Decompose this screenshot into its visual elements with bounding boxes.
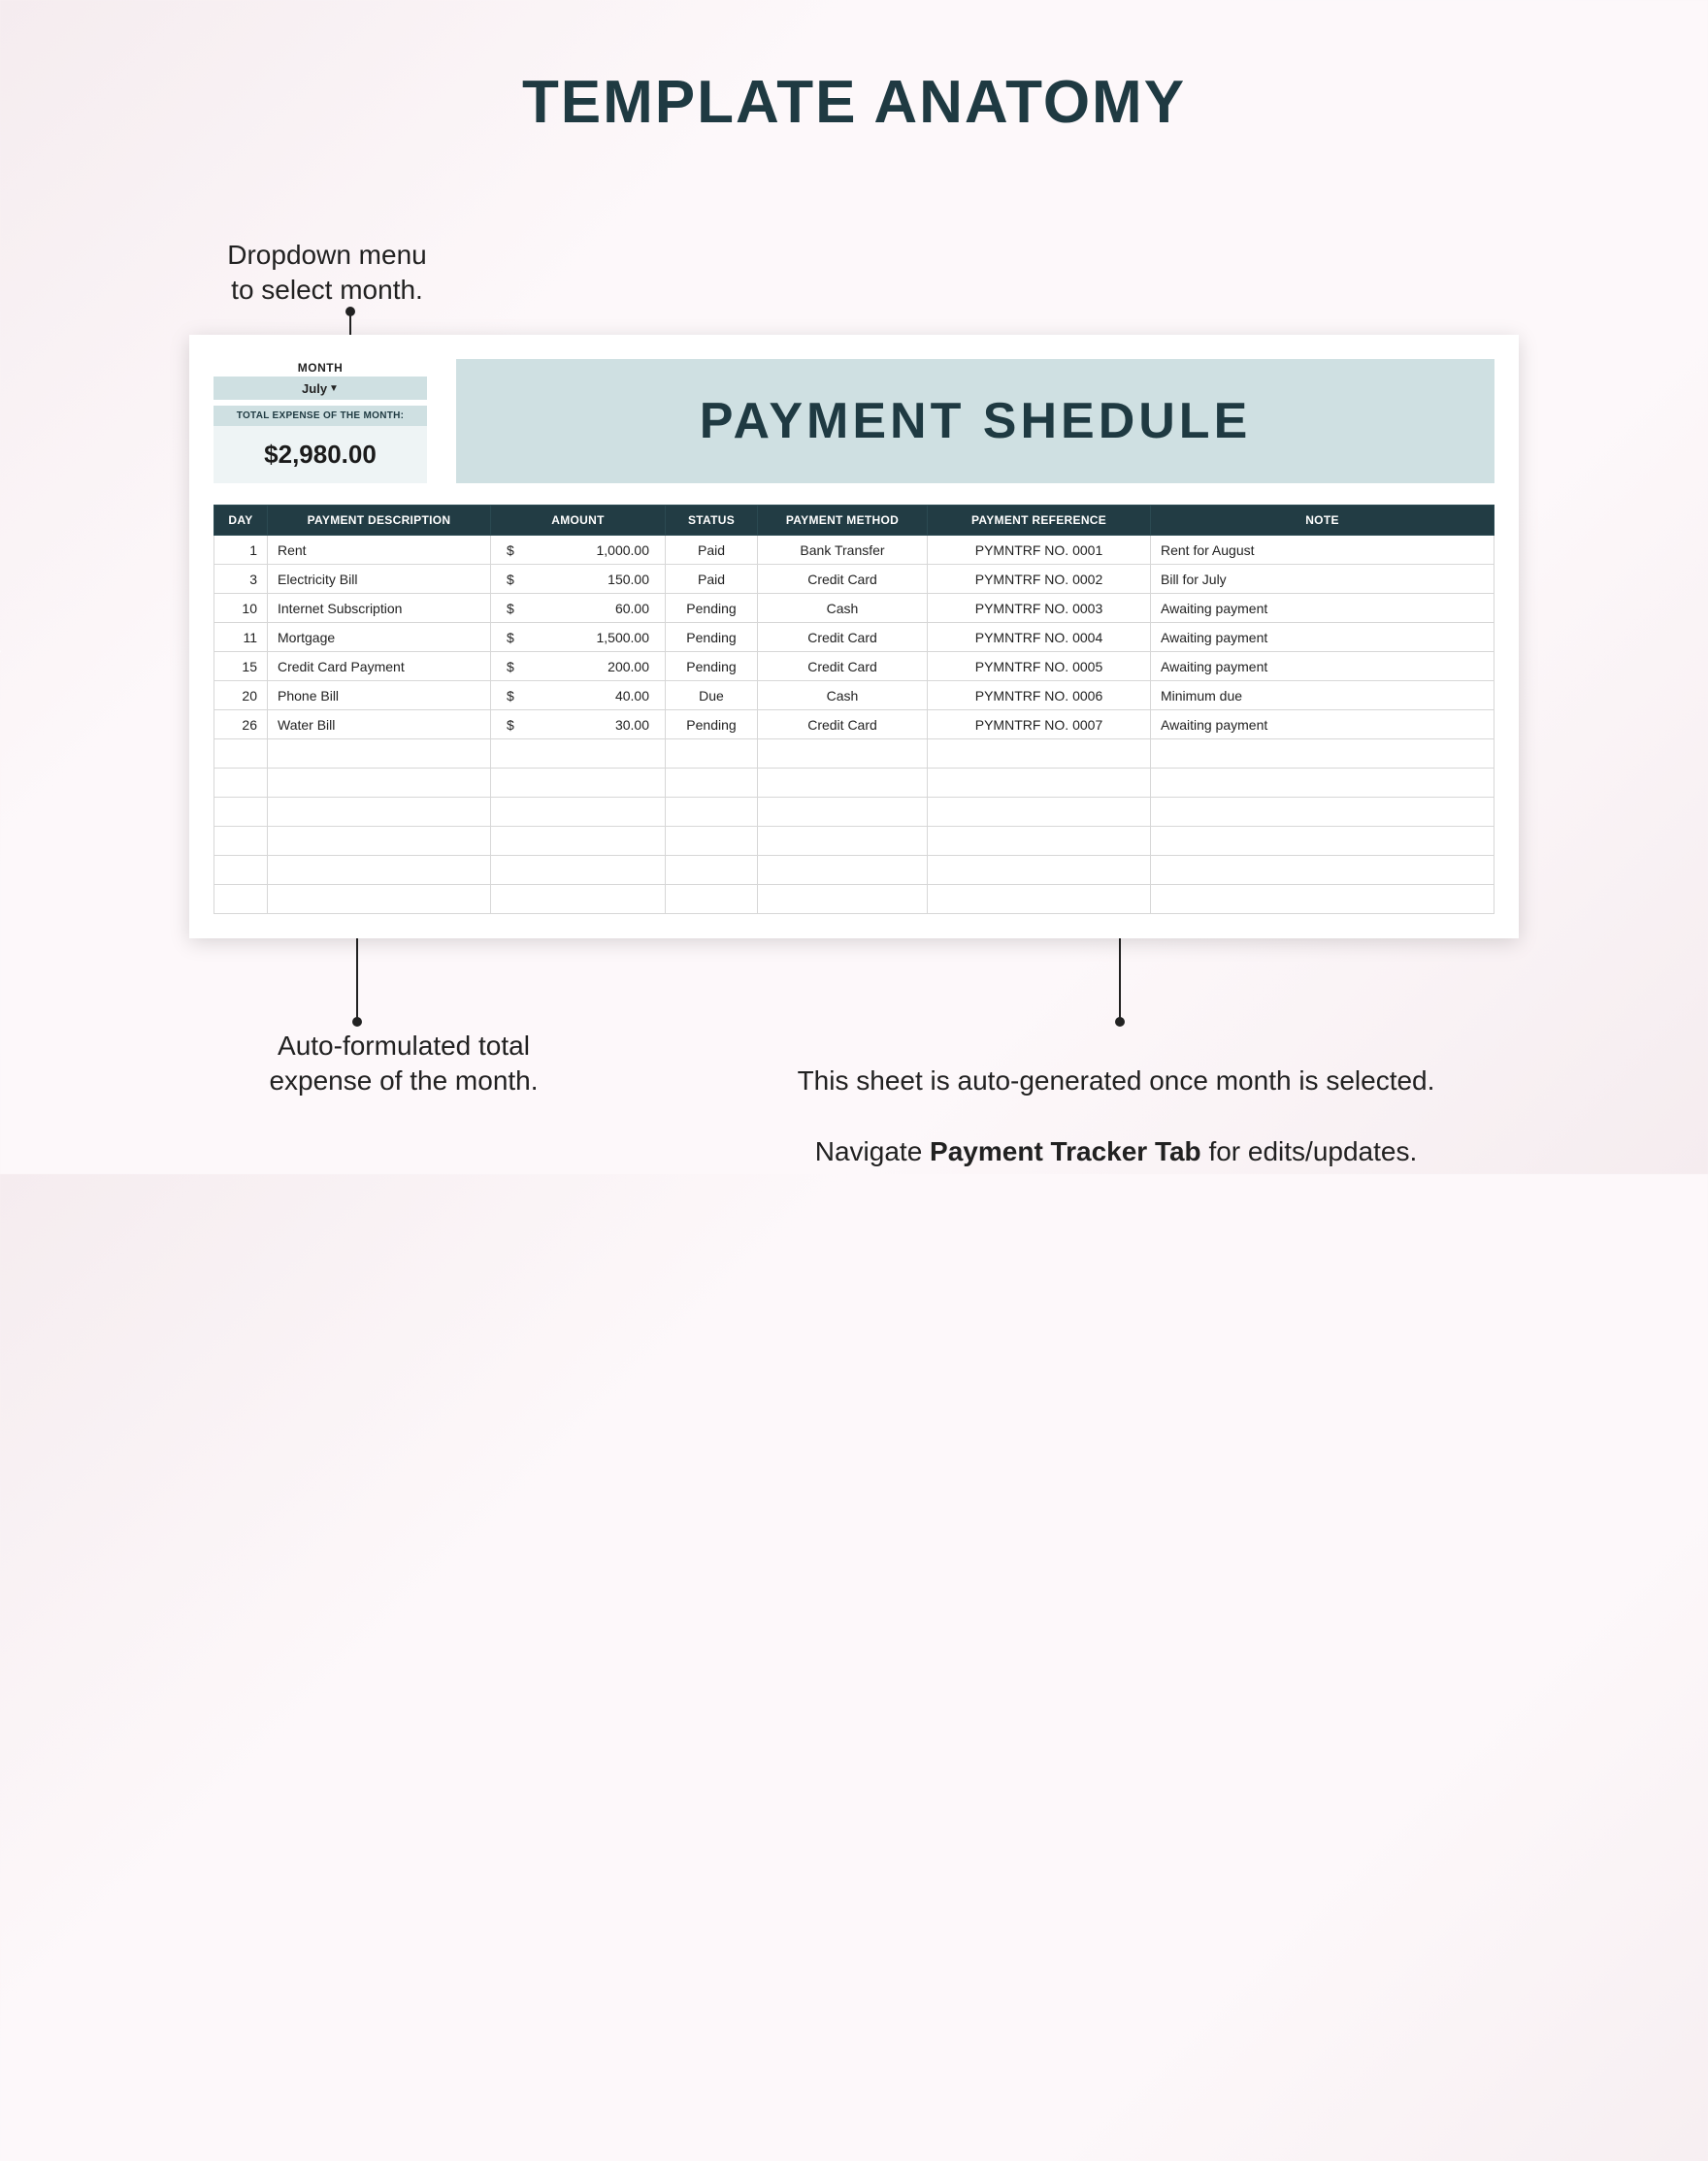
connector-dot — [352, 1017, 362, 1027]
callout-line1: This sheet is auto-generated once month … — [798, 1065, 1435, 1096]
cell-method[interactable]: Credit Card — [758, 652, 928, 681]
payment-table: DAY PAYMENT DESCRIPTION AMOUNT STATUS PA… — [214, 505, 1494, 914]
cell-method[interactable]: Bank Transfer — [758, 536, 928, 565]
table-row[interactable]: 20Phone Bill$40.00DueCashPYMNTRF NO. 000… — [214, 681, 1494, 710]
chevron-down-icon: ▼ — [329, 383, 339, 394]
cell-description[interactable]: Rent — [268, 536, 491, 565]
connector-dot — [1115, 1017, 1125, 1027]
callout-total: Auto-formulated total expense of the mon… — [200, 1029, 608, 1099]
cell-note[interactable]: Awaiting payment — [1151, 710, 1494, 739]
bg-diagonal — [0, 0, 79, 1191]
cell-reference[interactable]: PYMNTRF NO. 0005 — [928, 652, 1151, 681]
cell-reference[interactable]: PYMNTRF NO. 0003 — [928, 594, 1151, 623]
total-expense-value: $2,980.00 — [214, 426, 427, 483]
cell-day[interactable]: 26 — [214, 710, 268, 739]
cell-status[interactable]: Due — [666, 681, 758, 710]
spreadsheet-card: MONTH July ▼ TOTAL EXPENSE OF THE MONTH:… — [189, 335, 1519, 938]
bg-diagonal — [0, 0, 176, 1191]
bg-diagonal — [0, 650, 1, 2161]
table-row-empty[interactable] — [214, 827, 1494, 856]
col-note: NOTE — [1151, 506, 1494, 536]
callout-dropdown: Dropdown menu to select month. — [181, 238, 473, 309]
cell-status[interactable]: Pending — [666, 710, 758, 739]
callout-line2-bold: Payment Tracker Tab — [930, 1136, 1201, 1166]
cell-amount[interactable]: $60.00 — [491, 594, 666, 623]
cell-day[interactable]: 11 — [214, 623, 268, 652]
col-status: STATUS — [666, 506, 758, 536]
table-row-empty[interactable] — [214, 798, 1494, 827]
table-row[interactable]: 3Electricity Bill$150.00PaidCredit CardP… — [214, 565, 1494, 594]
cell-method[interactable]: Credit Card — [758, 710, 928, 739]
cell-status[interactable]: Paid — [666, 565, 758, 594]
cell-amount[interactable]: $200.00 — [491, 652, 666, 681]
table-row-empty[interactable] — [214, 885, 1494, 914]
cell-status[interactable]: Pending — [666, 623, 758, 652]
col-method: PAYMENT METHOD — [758, 506, 928, 536]
cell-method[interactable]: Cash — [758, 681, 928, 710]
cell-reference[interactable]: PYMNTRF NO. 0006 — [928, 681, 1151, 710]
month-label: MONTH — [214, 361, 427, 375]
cell-description[interactable]: Internet Subscription — [268, 594, 491, 623]
col-reference: PAYMENT REFERENCE — [928, 506, 1151, 536]
table-row[interactable]: 10Internet Subscription$60.00PendingCash… — [214, 594, 1494, 623]
table-row[interactable]: 26Water Bill$30.00PendingCredit CardPYMN… — [214, 710, 1494, 739]
cell-amount[interactable]: $40.00 — [491, 681, 666, 710]
table-header-row: DAY PAYMENT DESCRIPTION AMOUNT STATUS PA… — [214, 506, 1494, 536]
cell-day[interactable]: 10 — [214, 594, 268, 623]
col-amount: AMOUNT — [491, 506, 666, 536]
cell-description[interactable]: Electricity Bill — [268, 565, 491, 594]
banner-title: PAYMENT SHEDULE — [700, 392, 1252, 450]
cell-method[interactable]: Credit Card — [758, 565, 928, 594]
cell-method[interactable]: Credit Card — [758, 623, 928, 652]
table-row-empty[interactable] — [214, 856, 1494, 885]
cell-description[interactable]: Water Bill — [268, 710, 491, 739]
month-value: July — [302, 381, 327, 396]
cell-note[interactable]: Bill for July — [1151, 565, 1494, 594]
cell-note[interactable]: Rent for August — [1151, 536, 1494, 565]
cell-amount[interactable]: $1,500.00 — [491, 623, 666, 652]
summary-block: MONTH July ▼ TOTAL EXPENSE OF THE MONTH:… — [214, 359, 427, 483]
callout-line2-suffix: for edits/updates. — [1201, 1136, 1418, 1166]
cell-amount[interactable]: $30.00 — [491, 710, 666, 739]
cell-amount[interactable]: $150.00 — [491, 565, 666, 594]
cell-reference[interactable]: PYMNTRF NO. 0002 — [928, 565, 1151, 594]
cell-note[interactable]: Awaiting payment — [1151, 652, 1494, 681]
cell-description[interactable]: Mortgage — [268, 623, 491, 652]
table-row[interactable]: 1Rent$1,000.00PaidBank TransferPYMNTRF N… — [214, 536, 1494, 565]
table-row-empty[interactable] — [214, 739, 1494, 769]
col-day: DAY — [214, 506, 268, 536]
cell-reference[interactable]: PYMNTRF NO. 0001 — [928, 536, 1151, 565]
cell-method[interactable]: Cash — [758, 594, 928, 623]
cell-note[interactable]: Awaiting payment — [1151, 623, 1494, 652]
cell-day[interactable]: 15 — [214, 652, 268, 681]
total-expense-label: TOTAL EXPENSE OF THE MONTH: — [214, 406, 427, 426]
cell-reference[interactable]: PYMNTRF NO. 0007 — [928, 710, 1151, 739]
connector-dot — [345, 307, 355, 316]
col-description: PAYMENT DESCRIPTION — [268, 506, 491, 536]
cell-amount[interactable]: $1,000.00 — [491, 536, 666, 565]
cell-reference[interactable]: PYMNTRF NO. 0004 — [928, 623, 1151, 652]
cell-note[interactable]: Minimum due — [1151, 681, 1494, 710]
cell-note[interactable]: Awaiting payment — [1151, 594, 1494, 623]
table-row[interactable]: 11Mortgage$1,500.00PendingCredit CardPYM… — [214, 623, 1494, 652]
cell-day[interactable]: 20 — [214, 681, 268, 710]
cell-description[interactable]: Phone Bill — [268, 681, 491, 710]
cell-day[interactable]: 3 — [214, 565, 268, 594]
table-row[interactable]: 15Credit Card Payment$200.00PendingCredi… — [214, 652, 1494, 681]
cell-status[interactable]: Paid — [666, 536, 758, 565]
title-banner: PAYMENT SHEDULE — [456, 359, 1494, 483]
month-dropdown[interactable]: July ▼ — [214, 377, 427, 400]
callout-line2-prefix: Navigate — [815, 1136, 930, 1166]
cell-day[interactable]: 1 — [214, 536, 268, 565]
cell-status[interactable]: Pending — [666, 594, 758, 623]
cell-description[interactable]: Credit Card Payment — [268, 652, 491, 681]
table-row-empty[interactable] — [214, 769, 1494, 798]
page-title: TEMPLATE ANATOMY — [0, 68, 1708, 137]
cell-status[interactable]: Pending — [666, 652, 758, 681]
callout-autogen: This sheet is auto-generated once month … — [718, 1029, 1514, 1170]
